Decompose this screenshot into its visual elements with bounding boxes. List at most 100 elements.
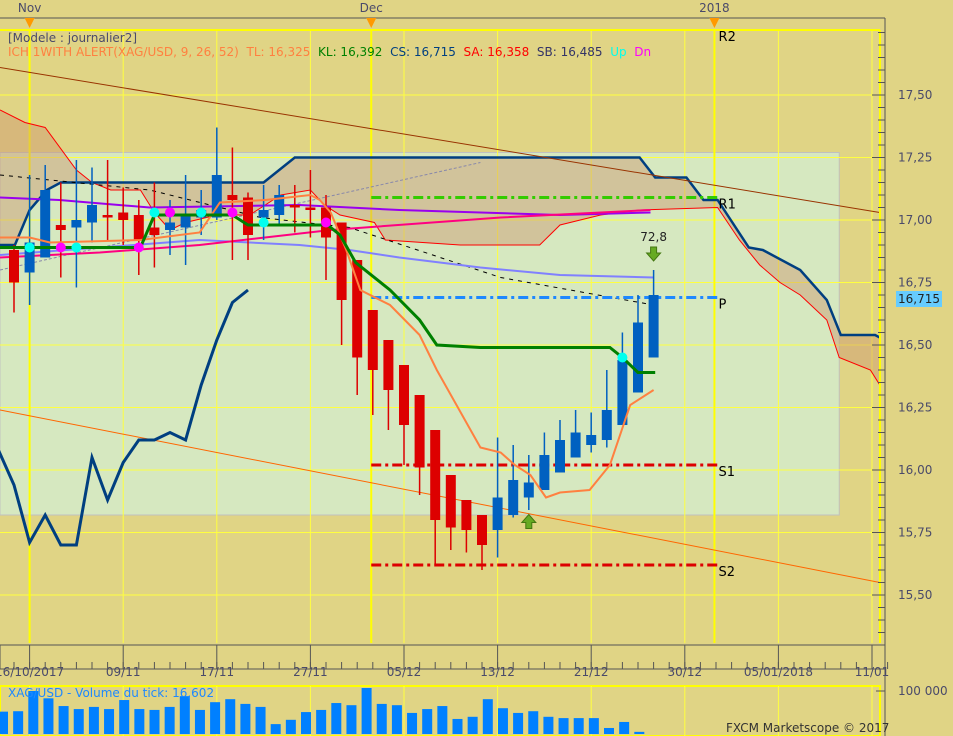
volume-bar [210, 702, 221, 734]
volume-bar [179, 696, 190, 734]
month-marker-icon [709, 18, 720, 28]
candle-bear [133, 215, 144, 240]
month-marker-icon [366, 18, 377, 28]
candle-bear [445, 475, 456, 528]
candle-bear [9, 250, 19, 283]
volume-bar [104, 709, 115, 734]
up-signal-dot [617, 352, 628, 363]
volume-bar [73, 709, 84, 734]
candle-bull [508, 480, 519, 515]
volume-bar [604, 727, 614, 734]
volume-bar [437, 706, 448, 734]
date-tick-label: 13/12 [480, 665, 515, 679]
candle-bear [477, 515, 487, 545]
candle-bear [149, 227, 160, 235]
down-arrow-icon [645, 246, 662, 262]
date-tick-label: 21/12 [574, 665, 609, 679]
candle-bear [243, 197, 253, 235]
date-tick-label: 09/11 [106, 665, 141, 679]
cs-value: CS: 16,715 [390, 45, 456, 59]
volume-bar [88, 706, 99, 734]
candle-bull [40, 190, 51, 258]
volume-bar [361, 687, 372, 734]
kl-value: KL: 16,392 [318, 45, 383, 59]
month-label: Dec [360, 1, 383, 15]
candle-bear [352, 260, 363, 358]
pivot-label-s1: S1 [719, 465, 736, 480]
candle-bear [430, 430, 441, 520]
black-dashed-line [0, 174, 654, 306]
volume-label: XAG/USD - Volume du tick: 16,602 [8, 686, 215, 700]
candle-bear [367, 310, 378, 370]
candle-bear [289, 205, 300, 208]
volume-bar [573, 718, 584, 734]
arrow-value-label: 72,8 [640, 230, 667, 244]
candle-bull [539, 455, 550, 490]
volume-bar [301, 712, 311, 734]
volume-bar [452, 718, 463, 734]
volume-bar [0, 711, 8, 734]
candle-bull [211, 175, 222, 218]
down-signal-dot [165, 207, 175, 218]
up-signal-dot [149, 207, 160, 218]
candle-bear [102, 215, 113, 218]
volume-bar [270, 724, 281, 734]
up-signal-dot [196, 207, 207, 218]
volume-bar [407, 712, 418, 734]
date-axis-box [0, 644, 886, 670]
model-label: [Modele : journalier2] [8, 31, 138, 45]
candle-bull [586, 435, 597, 445]
volume-bar [331, 703, 342, 734]
price-tick-label: 17,50 [898, 88, 932, 102]
magenta-line [0, 209, 651, 259]
month-label: 2018 [699, 1, 730, 15]
volume-bar [149, 709, 160, 734]
volume-bar [240, 703, 251, 734]
candle-bull [523, 482, 534, 498]
volume-bar [422, 709, 433, 734]
up-signal-dot [258, 217, 269, 228]
candle-bear [414, 395, 425, 468]
volume-bar [164, 706, 175, 734]
candle-bear [336, 222, 347, 300]
volume-bar [58, 706, 69, 734]
plot-area: R2 R1 P S1 S2 72,8 [0, 30, 880, 643]
volume-bar [43, 698, 54, 734]
volume-bar [376, 703, 387, 734]
volume-bar [119, 700, 130, 734]
volume-bar [316, 709, 327, 734]
candle-bull [570, 432, 581, 458]
volume-bar [28, 691, 39, 734]
date-tick-label: 30/12 [668, 665, 703, 679]
copyright: FXCM Marketscope © 2017 [726, 721, 890, 735]
price-tick-label: 16,00 [898, 463, 932, 477]
volume-panel [0, 685, 881, 736]
candle-bull [555, 440, 565, 473]
price-tick-label: 16,25 [898, 401, 932, 415]
dn-legend: Dn [634, 45, 652, 59]
tl-value: TL: 16,325 [246, 45, 311, 59]
date-tick-label: 17/11 [200, 665, 235, 679]
volume-bar [497, 708, 508, 734]
candle-bear [305, 207, 316, 210]
volume-bar [588, 718, 599, 734]
price-tick-label: 17,00 [898, 213, 932, 227]
gray-dashed-line [0, 162, 481, 271]
volume-bar [391, 705, 402, 734]
price-tick-label: 16,50 [898, 338, 932, 352]
sa-value: SA: 16,358 [463, 45, 530, 59]
down-signal-dot [55, 242, 66, 253]
candle-bear [55, 225, 66, 230]
volume-bar [134, 709, 145, 734]
volume-bar [13, 711, 24, 734]
volume-bar [194, 709, 205, 734]
candle-bull [258, 210, 269, 218]
candle-bull [633, 322, 643, 393]
candle-bear [227, 195, 238, 200]
price-tick-label: 15,50 [898, 588, 932, 602]
month-label: Nov [18, 1, 41, 15]
up-arrow-icon [520, 513, 537, 529]
chikou-span [0, 288, 249, 547]
candle-bull [165, 222, 175, 230]
